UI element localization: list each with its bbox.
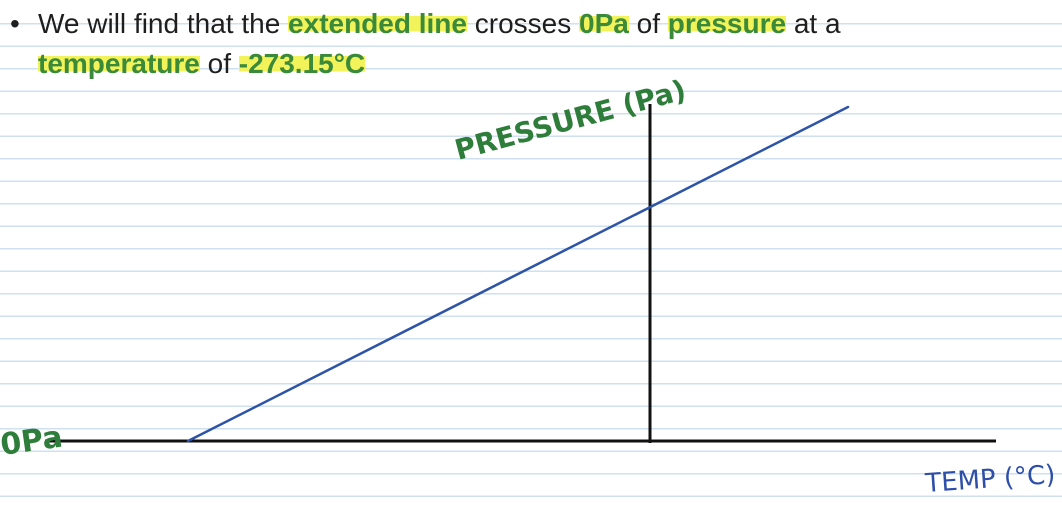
x-axis-label: TEMP (°C) <box>923 460 1056 499</box>
bullet-point: • We will find that the extended line cro… <box>10 4 1050 84</box>
text-segment: of <box>628 8 668 39</box>
highlight-extended-line: extended line <box>288 8 467 39</box>
highlight-0pa: 0Pa <box>579 8 629 39</box>
highlight-temperature: temperature <box>38 48 200 79</box>
origin-label: 0Pa <box>0 420 65 463</box>
text-segment: at a <box>786 8 841 39</box>
bullet-dot: • <box>10 8 20 39</box>
highlight-temperature-value: -273.15°C <box>238 48 366 79</box>
y-axis-label: PRESSURE (Pa) <box>451 73 689 166</box>
text-segment: crosses <box>466 8 580 39</box>
text-segment: We will find that the <box>38 8 289 39</box>
bullet-line-2: temperature of -273.15°C <box>10 44 1050 84</box>
extended-line <box>186 105 850 443</box>
text-segment: of <box>199 48 239 79</box>
highlight-pressure: pressure <box>667 8 787 39</box>
bullet-line-1: • We will find that the extended line cro… <box>10 4 1050 44</box>
